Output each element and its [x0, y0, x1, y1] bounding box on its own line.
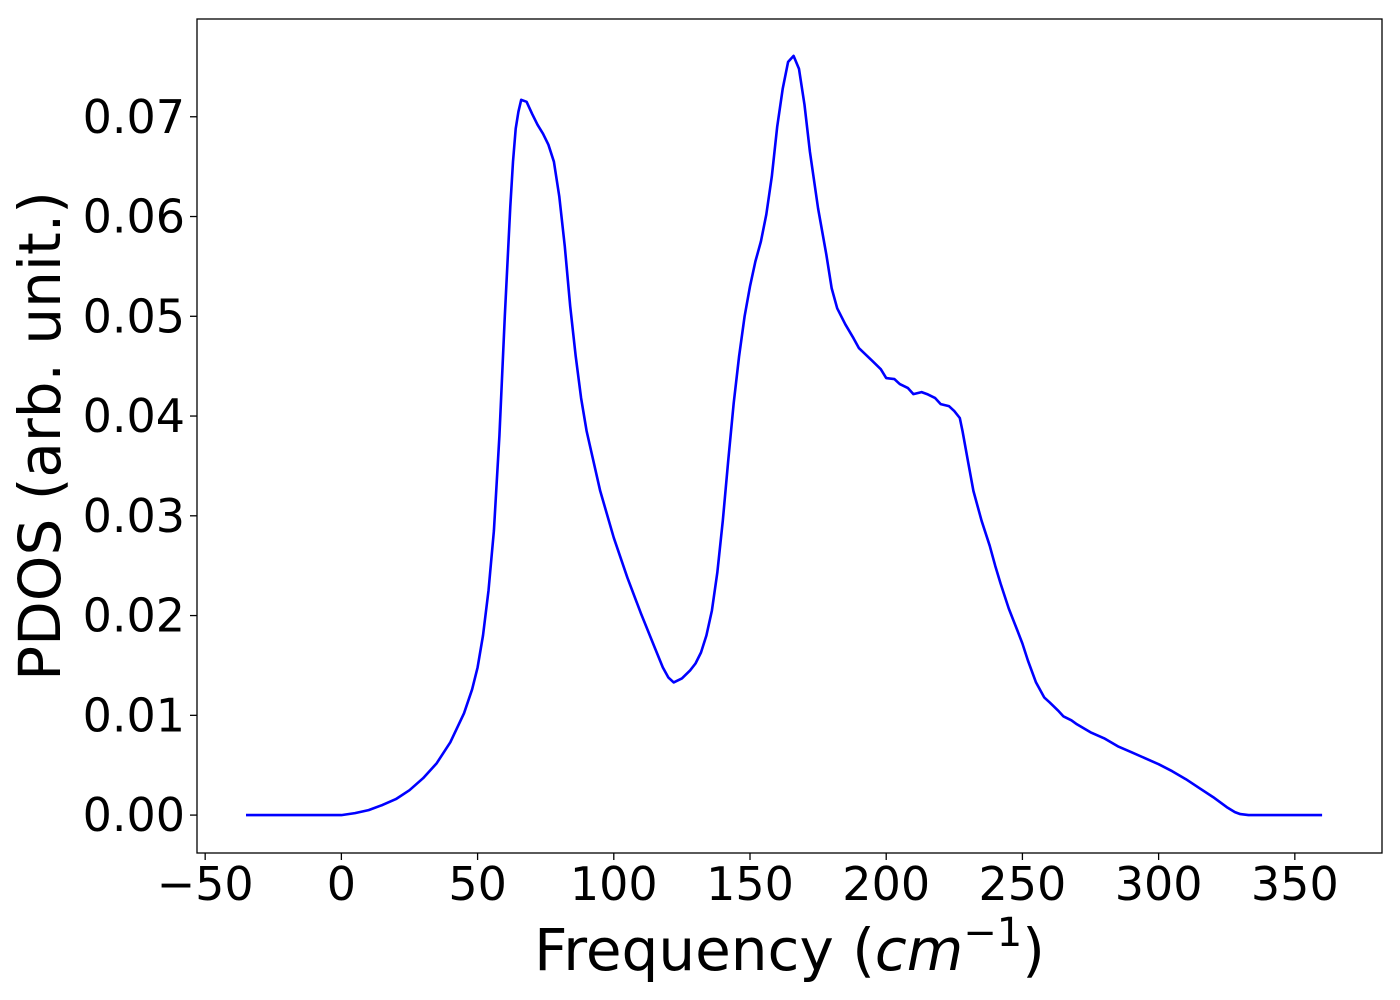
x-tick-label: 150 — [706, 857, 794, 911]
y-axis-ticks: 0.00 0.01 0.02 0.03 0.04 0.05 0.06 0.07 — [83, 90, 197, 842]
y-tick-label: 0.04 — [83, 389, 185, 443]
x-axis-label-prefix: Frequency ( — [534, 916, 875, 984]
x-tick-label: −50 — [157, 857, 254, 911]
y-tick-label: 0.06 — [83, 190, 185, 244]
axes-frame — [196, 18, 1383, 854]
y-tick-label: 0.05 — [83, 289, 185, 343]
y-tick-label: 0.00 — [83, 788, 185, 842]
y-tick-label: 0.07 — [83, 90, 185, 144]
x-tick-label: 100 — [570, 857, 658, 911]
y-axis-label: PDOS (arb. unit.) — [6, 191, 74, 681]
x-axis-label-suffix: ) — [1022, 916, 1045, 984]
y-tick-label: 0.03 — [83, 489, 185, 543]
series-line-0 — [246, 54, 1323, 817]
x-tick-label: 300 — [1115, 857, 1203, 911]
x-axis-label-unit: cm — [875, 916, 963, 984]
plot-area — [246, 54, 1323, 817]
x-axis-label-exponent: −1 — [963, 910, 1022, 956]
x-tick-label: 250 — [979, 857, 1067, 911]
x-tick-label: 0 — [327, 857, 356, 911]
x-tick-label: 200 — [842, 857, 930, 911]
x-tick-label: 50 — [448, 857, 507, 911]
x-axis-ticks: −50 0 50 100 150 200 250 300 350 — [157, 853, 1339, 911]
x-axis-label: Frequency (cm−1) — [534, 910, 1045, 984]
y-tick-label: 0.01 — [83, 688, 185, 742]
y-tick-label: 0.02 — [83, 589, 185, 643]
x-tick-label: 350 — [1251, 857, 1339, 911]
